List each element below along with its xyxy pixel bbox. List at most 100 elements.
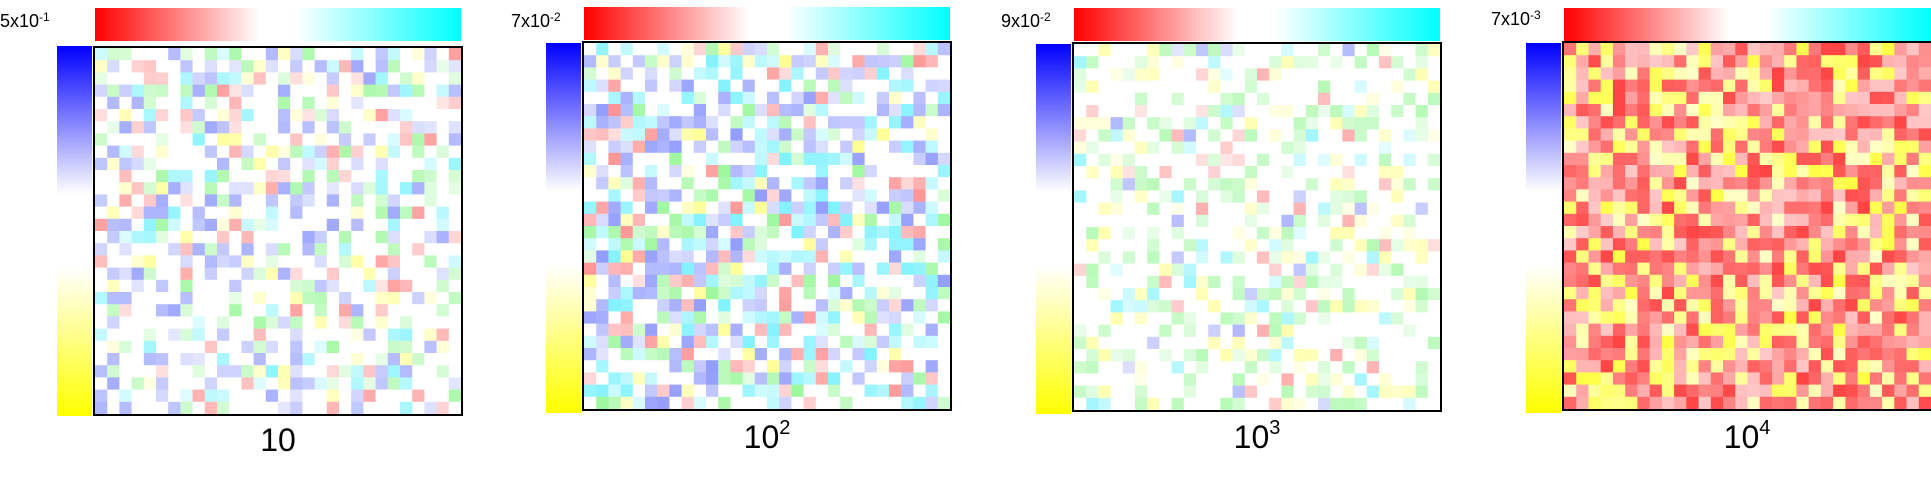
heatmap-cell [241, 304, 255, 317]
heatmap-cell [436, 401, 450, 414]
heatmap-cell [1894, 55, 1908, 68]
heatmap-cell [1305, 336, 1319, 350]
heatmap-cell [1612, 238, 1626, 251]
heatmap-cell [95, 401, 108, 414]
heatmap-cell [937, 384, 950, 398]
heatmap-cell [168, 84, 181, 98]
heatmap-cell [754, 311, 768, 325]
heatmap-cell [1833, 299, 1846, 312]
heatmap-cell [1784, 348, 1798, 361]
heatmap-cell [253, 377, 267, 391]
heatmap-cell [241, 170, 255, 183]
heatmap-cell [1820, 67, 1834, 81]
heatmap-cell [448, 133, 461, 147]
heatmap-cell [204, 340, 218, 354]
heatmap-cell [779, 43, 792, 56]
heatmap-cell [1600, 384, 1614, 398]
heatmap-cell [767, 348, 780, 361]
heatmap-cell [1330, 56, 1343, 69]
heatmap-cell [1098, 300, 1112, 313]
heatmap-cell [290, 267, 303, 281]
heatmap-cell [326, 365, 340, 378]
heatmap-cell [889, 116, 902, 129]
heatmap-cell [375, 365, 389, 378]
heatmap-cell [1882, 177, 1895, 190]
heatmap-cell [217, 48, 230, 61]
heatmap-cell [596, 348, 609, 361]
heatmap-cell [925, 250, 939, 264]
heatmap-cell [913, 201, 927, 215]
heatmap-cell [412, 145, 425, 159]
heatmap-cell [1857, 91, 1871, 105]
heatmap-cell [1086, 263, 1099, 277]
heatmap-cell [718, 311, 731, 325]
heatmap-cell [706, 372, 719, 386]
heatmap-cell [584, 396, 597, 409]
heatmap-cell [180, 340, 194, 354]
heatmap-cell [815, 165, 829, 178]
heatmap-cell [1649, 238, 1663, 251]
heatmap-cell [1564, 274, 1577, 288]
heatmap-cell [1208, 385, 1221, 399]
heatmap-cell [754, 55, 768, 68]
heatmap-cell [1710, 128, 1724, 142]
heatmap-cell [1098, 373, 1112, 387]
heatmap-cell [1147, 202, 1160, 216]
heatmap-cell [314, 231, 328, 244]
heatmap-cell [1159, 324, 1173, 338]
heatmap-cell [840, 189, 853, 203]
heatmap-cell [253, 84, 267, 98]
heatmap-cell [584, 201, 597, 215]
heatmap-cell [241, 48, 255, 61]
heatmap-cell [1122, 56, 1136, 69]
heatmap-cell [241, 353, 255, 366]
heatmap-cell [718, 323, 731, 337]
heatmap-cell [1244, 80, 1258, 94]
heatmap-cell [1564, 311, 1577, 325]
heatmap-cell [767, 91, 780, 105]
heatmap-cell [645, 91, 658, 105]
heatmap-cell [1391, 129, 1404, 143]
heatmap-cell [608, 140, 622, 154]
heatmap-cell [1894, 189, 1908, 203]
heatmap-cell [791, 128, 805, 142]
heatmap-cell [436, 84, 450, 98]
heatmap-cell [1305, 397, 1319, 410]
heatmap-cell [265, 206, 279, 220]
heatmap-cell [95, 206, 108, 220]
heatmap-cell [1244, 275, 1258, 289]
heatmap-cell [1576, 226, 1590, 239]
heatmap-cell [791, 43, 805, 56]
heatmap-cell [937, 396, 950, 409]
heatmap-cell [265, 48, 279, 61]
heatmap-cell [815, 140, 829, 154]
heatmap-cell [1588, 335, 1602, 349]
heatmap-cell [937, 238, 950, 251]
heatmap-cell [1305, 105, 1319, 118]
heatmap-cell [779, 323, 792, 337]
heatmap-cell [1147, 263, 1160, 277]
heatmap-cell [1122, 227, 1136, 240]
heatmap-cell [1674, 201, 1687, 215]
heatmap-cell [1171, 349, 1185, 362]
heatmap-cell [1918, 396, 1931, 409]
heatmap-cell [864, 189, 878, 203]
heatmap-cell [913, 348, 927, 361]
heatmap-cell [1747, 238, 1761, 251]
heatmap-cell [351, 133, 364, 147]
heatmap-cell [1269, 288, 1282, 301]
heatmap-cell [168, 170, 181, 183]
heatmap-cell [1857, 67, 1871, 81]
heatmap-cell [706, 189, 719, 203]
heatmap-cell [1281, 312, 1295, 326]
heatmap-cell [693, 299, 707, 312]
heatmap-cell [351, 109, 364, 122]
heatmap-cell [1318, 68, 1331, 82]
heatmap-cell [889, 213, 902, 227]
heatmap-cell [1710, 55, 1724, 68]
heatmap-cell [424, 255, 438, 269]
heatmap-cell [412, 48, 425, 61]
heatmap-cell [1074, 373, 1087, 387]
heatmap-cell [1845, 152, 1859, 166]
heatmap-cell [1110, 312, 1124, 326]
